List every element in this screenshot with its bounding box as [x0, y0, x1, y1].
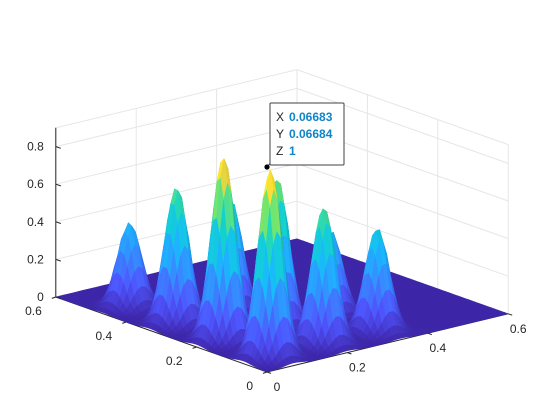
x-tick-label: 0	[274, 380, 281, 394]
z-tick-label: 0.2	[27, 252, 44, 266]
y-tick-label: 0.6	[25, 304, 42, 318]
datatip-y-key: Y	[276, 127, 284, 141]
grid-line	[296, 200, 509, 277]
grid-line	[296, 69, 509, 146]
z-tick-mark	[55, 221, 61, 224]
datatip-z-key: Z	[276, 144, 283, 158]
grid-line	[296, 87, 509, 164]
datatip-y-value: 0.06684	[289, 127, 333, 141]
y-tick-mark	[192, 346, 197, 349]
datatip-x-key: X	[276, 110, 284, 124]
datatip-marker[interactable]	[264, 164, 270, 170]
x-tick-label: 0.4	[429, 341, 446, 355]
z-tick-mark	[55, 146, 61, 149]
z-tick-mark	[55, 258, 61, 262]
x-tick-mark	[427, 332, 432, 336]
y-tick-label: 0	[246, 379, 253, 393]
y-tick-mark	[51, 296, 56, 299]
z-tick-mark	[55, 183, 61, 187]
y-tick-mark	[122, 321, 127, 324]
x-tick-label: 0.2	[349, 361, 366, 375]
grid-line	[55, 87, 298, 148]
z-tick-label: 0	[37, 290, 44, 304]
x-tick-mark	[347, 352, 352, 355]
datatip-z-value: 1	[289, 144, 296, 158]
z-tick-label: 0.6	[27, 177, 44, 191]
datatip-box	[269, 102, 345, 166]
tick-labels: 00.20.40.600.20.40.600.20.40.60.8	[25, 140, 527, 394]
grid-line	[296, 163, 509, 240]
surface-patch	[263, 369, 272, 373]
z-tick-label: 0.8	[27, 140, 44, 154]
y-axis-line	[55, 296, 268, 373]
z-tick-label: 0.4	[27, 215, 44, 229]
surface	[55, 158, 509, 373]
grid-line	[55, 69, 298, 129]
x-tick-label: 0.6	[510, 322, 527, 336]
datatip[interactable]: X 0.06683 Y 0.06684 Z 1	[264, 102, 345, 170]
x-tick-mark	[508, 313, 513, 316]
datatip-x-value: 0.06683	[289, 110, 333, 124]
y-tick-mark	[262, 371, 268, 374]
y-tick-label: 0.4	[96, 329, 113, 343]
y-tick-label: 0.2	[166, 354, 183, 368]
x-tick-mark	[266, 371, 272, 374]
grid-line	[55, 125, 298, 185]
z-tick-mark	[55, 296, 61, 300]
